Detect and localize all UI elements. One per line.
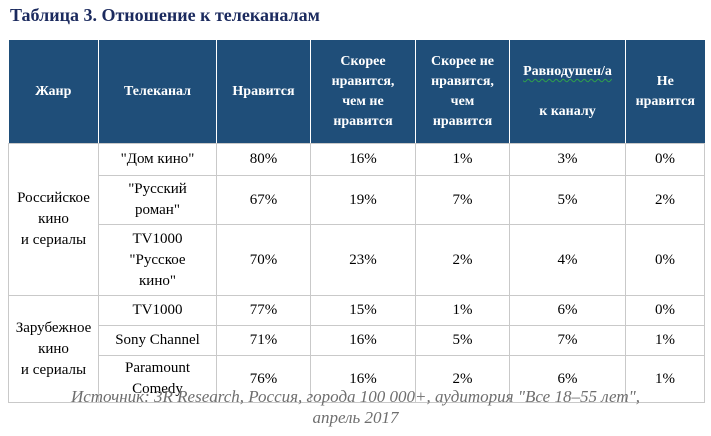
value-cell: 1%	[625, 355, 705, 404]
value-cell: 16%	[310, 325, 416, 357]
table-title: Таблица 3. Отношение к телеканалам	[10, 5, 320, 25]
table-row: "Русский роман" 67% 19% 7% 5% 2%	[9, 175, 705, 226]
table-header-row: Жанр Телеканал Нравится Скорее нравится,…	[8, 40, 705, 145]
value-cell: 5%	[509, 175, 626, 226]
genre-cell-foreign: Зарубежное кино и сериалы	[8, 295, 99, 404]
col-header-indifferent: Равнодушен/а к каналу	[509, 40, 626, 145]
value-cell: 23%	[310, 224, 416, 297]
value-cell: 3%	[509, 143, 626, 177]
attitude-table: Жанр Телеканал Нравится Скорее нравится,…	[8, 40, 705, 404]
value-cell: 15%	[310, 295, 416, 327]
value-cell: 70%	[216, 224, 311, 297]
value-cell: 6%	[509, 355, 626, 404]
value-cell: 1%	[625, 325, 705, 357]
value-cell: 0%	[625, 295, 705, 327]
col-header-genre: Жанр	[8, 40, 99, 145]
value-cell: 1%	[415, 143, 510, 177]
value-cell: 7%	[509, 325, 626, 357]
channel-cell: "Русский роман"	[98, 175, 217, 226]
value-cell: 0%	[625, 143, 705, 177]
value-cell: 71%	[216, 325, 311, 357]
value-cell: 2%	[625, 175, 705, 226]
channel-cell: Paramount Comedy	[98, 355, 217, 404]
value-cell: 5%	[415, 325, 510, 357]
col-header-indifferent-line2: к каналу	[539, 103, 596, 119]
value-cell: 1%	[415, 295, 510, 327]
value-cell: 0%	[625, 224, 705, 297]
value-cell: 80%	[216, 143, 311, 177]
value-cell: 77%	[216, 295, 311, 327]
table-row: Sony Channel 71% 16% 5% 7% 1%	[9, 325, 705, 357]
value-cell: 76%	[216, 355, 311, 404]
table-row: Paramount Comedy 76% 16% 2% 6% 1%	[9, 355, 705, 404]
table-row: Российское кино и сериалы "Дом кино" 80%…	[8, 143, 705, 297]
col-header-rather-likes: Скорее нравится, чем не нравится	[310, 40, 416, 145]
channel-cell: "Дом кино"	[98, 143, 217, 177]
table-row: TV1000 "Русское кино" 70% 23% 2% 4% 0%	[9, 224, 705, 297]
channel-cell: TV1000 "Русское кино"	[98, 224, 217, 297]
value-cell: 67%	[216, 175, 311, 226]
col-header-likes: Нравится	[216, 40, 311, 145]
col-header-dislikes: Не нравится	[625, 40, 705, 145]
channel-cell: Sony Channel	[98, 325, 217, 357]
value-cell: 16%	[310, 143, 416, 177]
col-header-indifferent-line1: Равнодушен/а	[523, 63, 612, 79]
value-cell: 6%	[509, 295, 626, 327]
value-cell: 2%	[415, 224, 510, 297]
value-cell: 16%	[310, 355, 416, 404]
value-cell: 4%	[509, 224, 626, 297]
genre-cell-russian: Российское кино и сериалы	[8, 143, 99, 297]
value-cell: 19%	[310, 175, 416, 226]
col-header-channel: Телеканал	[98, 40, 217, 145]
table-row: Зарубежное кино и сериалы TV1000 77% 15%…	[8, 295, 705, 404]
channel-cell: TV1000	[98, 295, 217, 327]
col-header-rather-dislikes: Скорее не нравится, чем нравится	[415, 40, 510, 145]
value-cell: 7%	[415, 175, 510, 226]
source-note: Источник: 3R Research, Россия, города 10…	[70, 387, 641, 428]
